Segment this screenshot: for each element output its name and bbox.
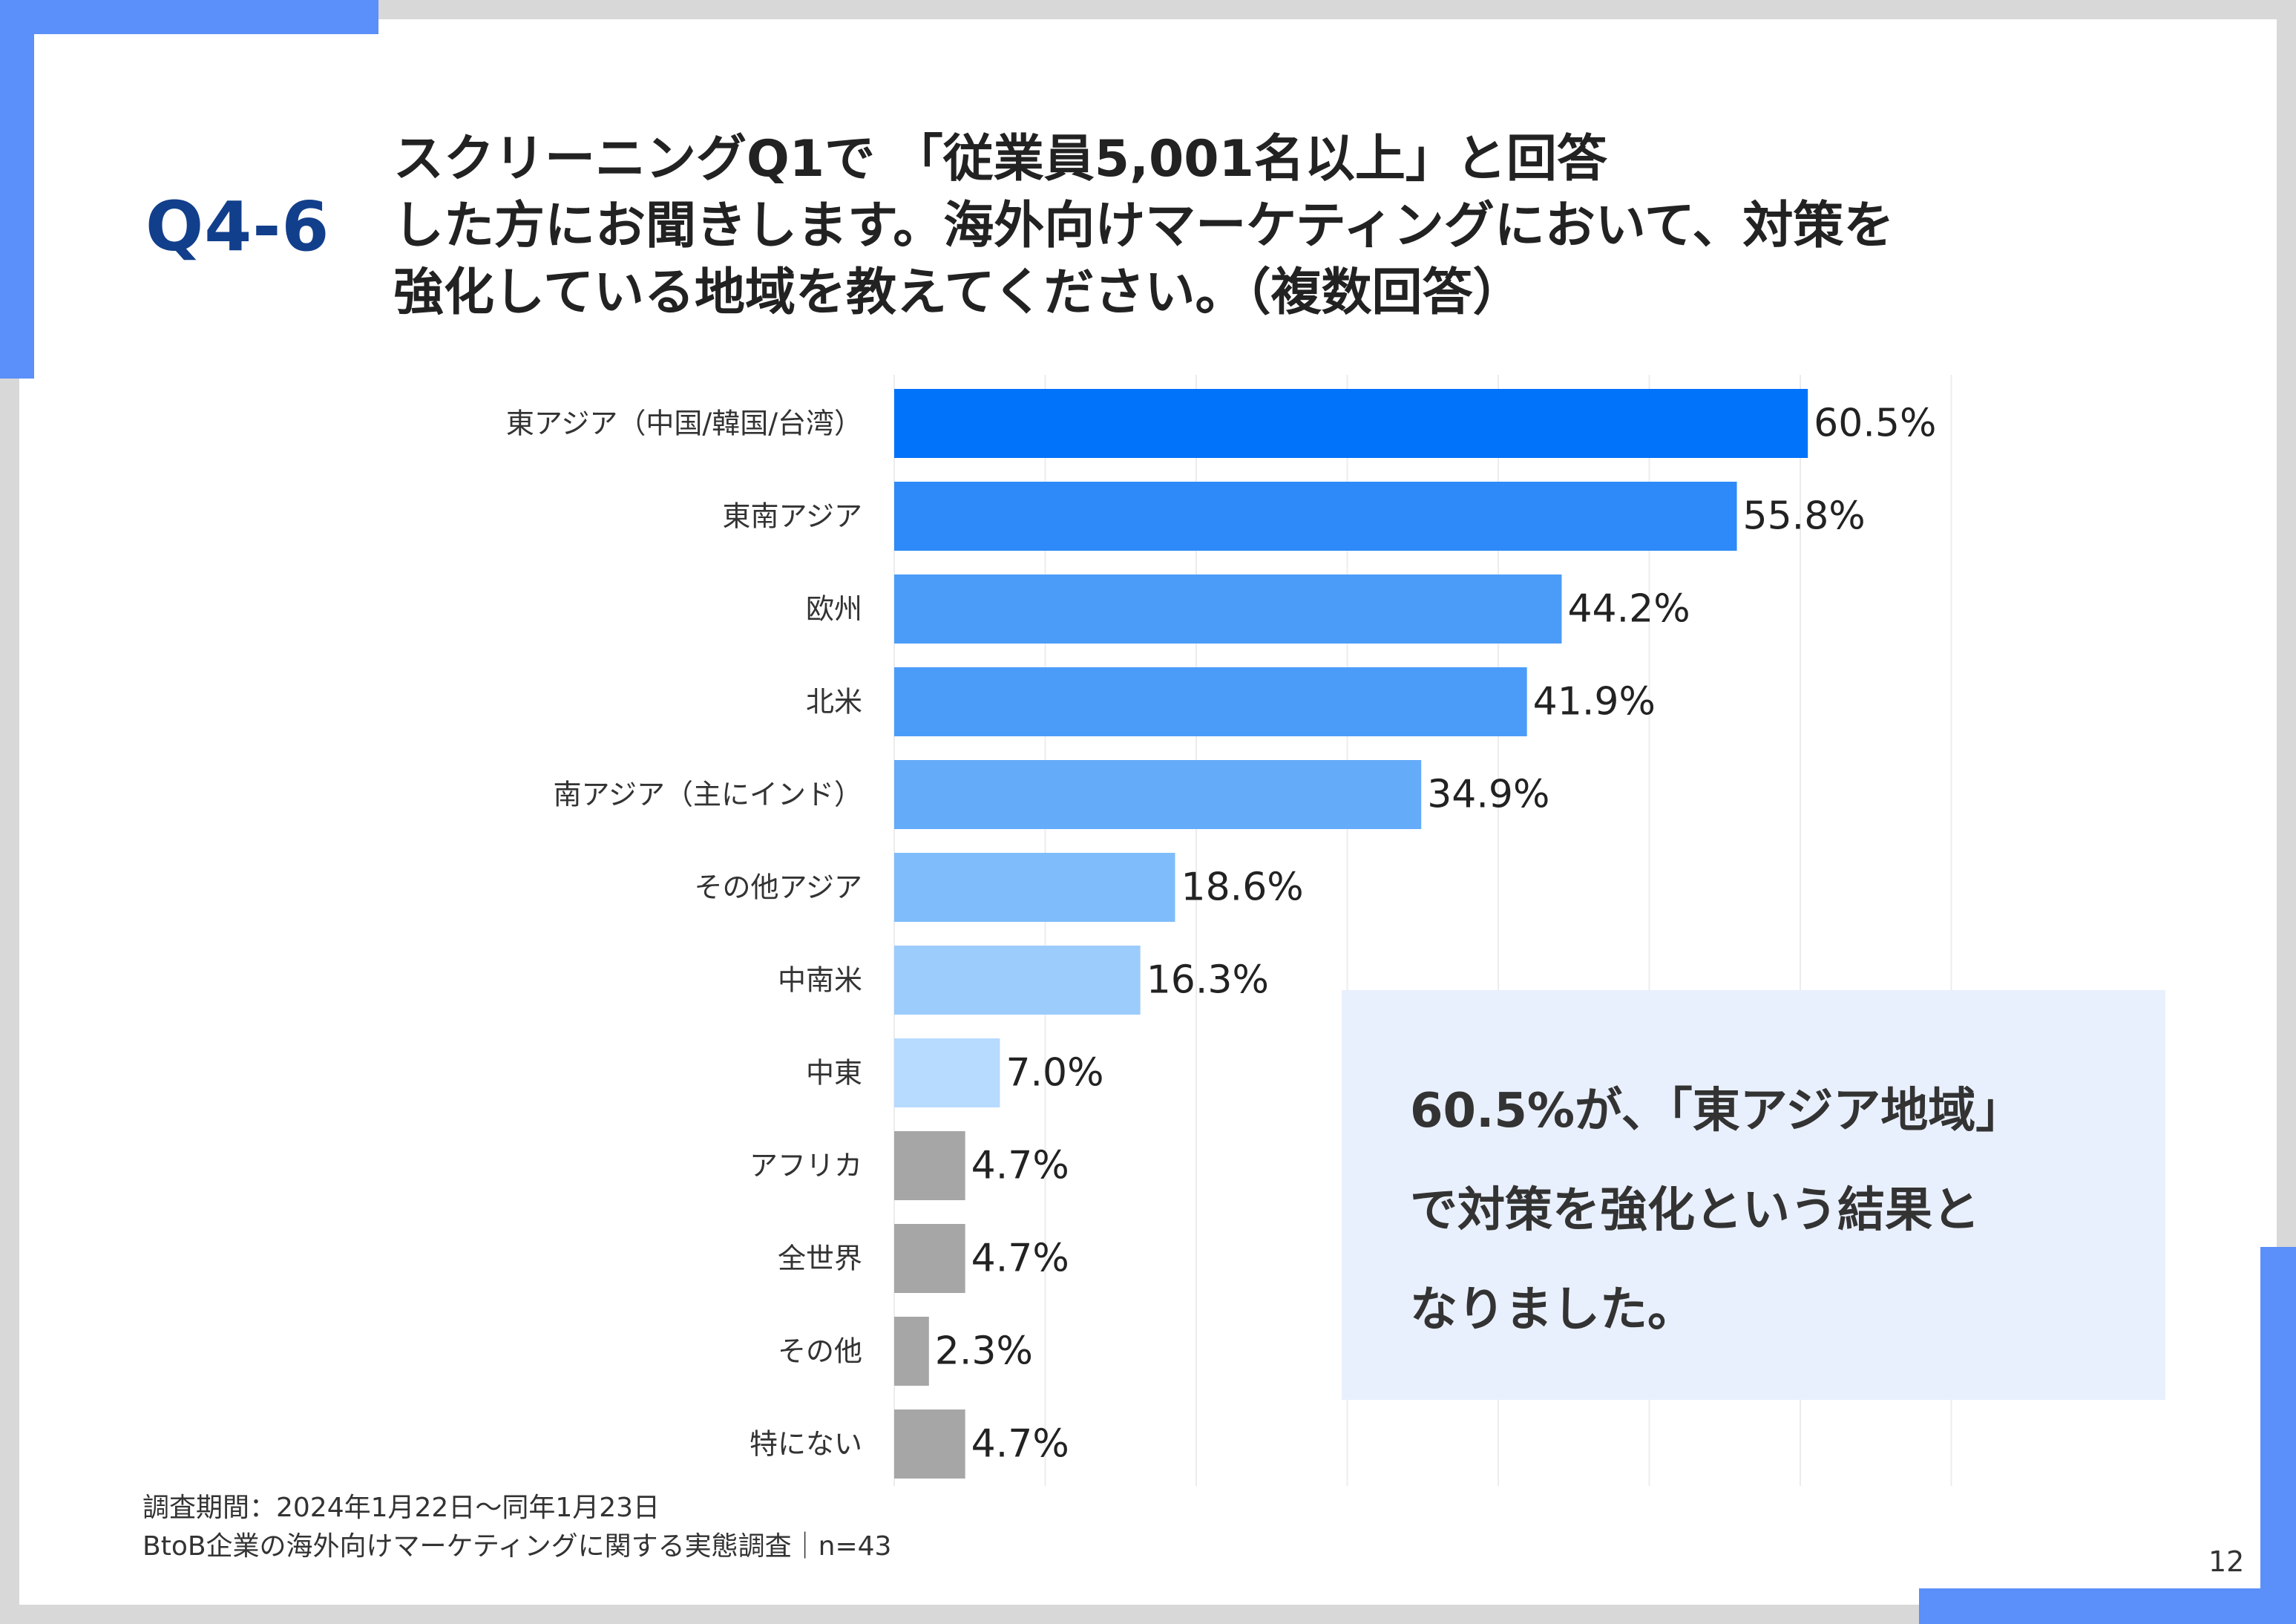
accent-bar-left bbox=[0, 0, 34, 379]
question-number: Q4-6 bbox=[145, 187, 330, 266]
category-label-4: 南アジア（主にインド） bbox=[554, 779, 862, 811]
accent-bar-right bbox=[2260, 1247, 2296, 1624]
value-label-1: 55.8% bbox=[1743, 494, 1866, 539]
survey-source: BtoB企業の海外向けマーケティングに関する実態調査｜n=43 bbox=[142, 1531, 892, 1562]
page-number: 12 bbox=[2208, 1545, 2245, 1578]
category-label-5: その他アジア bbox=[695, 871, 862, 904]
accent-bar-bottom-right bbox=[1919, 1588, 2296, 1624]
bar-1 bbox=[894, 482, 1737, 551]
bar-3 bbox=[894, 667, 1527, 736]
callout-line-3: なりました。 bbox=[1410, 1283, 1695, 1337]
category-label-6: 中南米 bbox=[778, 964, 862, 997]
category-label-11: 特にない bbox=[750, 1428, 862, 1461]
value-label-3: 41.9% bbox=[1533, 680, 1656, 724]
bar-11 bbox=[894, 1409, 965, 1479]
value-label-8: 4.7% bbox=[971, 1144, 1069, 1188]
bar-7 bbox=[894, 1038, 1000, 1107]
bar-0 bbox=[894, 389, 1808, 458]
bar-2 bbox=[894, 574, 1562, 644]
value-label-9: 4.7% bbox=[971, 1237, 1069, 1281]
value-label-6: 16.3% bbox=[1147, 958, 1269, 1003]
survey-period: 調査期間：2024年1月22日～同年1月23日 bbox=[142, 1493, 660, 1523]
value-label-2: 44.2% bbox=[1567, 587, 1690, 632]
value-label-11: 4.7% bbox=[971, 1422, 1069, 1467]
category-label-8: アフリカ bbox=[750, 1150, 862, 1182]
value-label-7: 7.0% bbox=[1006, 1051, 1103, 1096]
category-label-2: 欧州 bbox=[806, 593, 862, 626]
bar-8 bbox=[894, 1131, 965, 1200]
bar-4 bbox=[894, 760, 1422, 829]
value-label-10: 2.3% bbox=[935, 1329, 1033, 1374]
callout-box: 60.5%が、「東アジア地域」 で対策を強化という結果と なりました。 bbox=[1342, 990, 2165, 1400]
bar-6 bbox=[894, 946, 1141, 1015]
value-label-5: 18.6% bbox=[1181, 865, 1304, 910]
value-label-4: 34.9% bbox=[1427, 773, 1549, 817]
bar-5 bbox=[894, 853, 1175, 922]
callout-line-1: 60.5%が、「東アジア地域」 bbox=[1410, 1084, 2024, 1139]
category-label-9: 全世界 bbox=[778, 1242, 862, 1275]
question-line-2: した方にお聞きします。海外向けマーケティングにおいて、対策を bbox=[393, 197, 1895, 255]
question-line-1: スクリーニングQ1で 「従業員5,001名以上」と回答 bbox=[393, 130, 1607, 189]
category-label-3: 北米 bbox=[806, 686, 862, 718]
category-label-1: 東南アジア bbox=[723, 500, 862, 533]
question-text: スクリーニングQ1で 「従業員5,001名以上」と回答 した方にお聞きします。海… bbox=[393, 126, 2100, 327]
question-line-3: 強化している地域を教えてください。（複数回答） bbox=[393, 263, 1523, 322]
category-label-7: 中東 bbox=[806, 1057, 862, 1090]
category-label-0: 東アジア（中国/韓国/台湾） bbox=[506, 407, 862, 440]
value-label-0: 60.5% bbox=[1814, 402, 1936, 446]
bar-9 bbox=[894, 1224, 965, 1293]
bar-10 bbox=[894, 1317, 929, 1386]
callout-line-2: で対策を強化という結果と bbox=[1410, 1183, 1980, 1238]
footer-note: 調査期間：2024年1月22日～同年1月23日 BtoB企業の海外向けマーケティ… bbox=[142, 1489, 891, 1566]
accent-bar-top-left bbox=[0, 0, 378, 34]
category-label-10: その他 bbox=[778, 1335, 862, 1368]
